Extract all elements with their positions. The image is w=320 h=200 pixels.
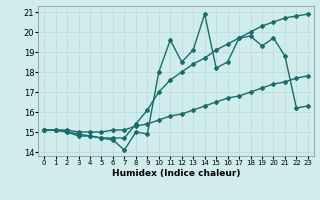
X-axis label: Humidex (Indice chaleur): Humidex (Indice chaleur) [112,169,240,178]
